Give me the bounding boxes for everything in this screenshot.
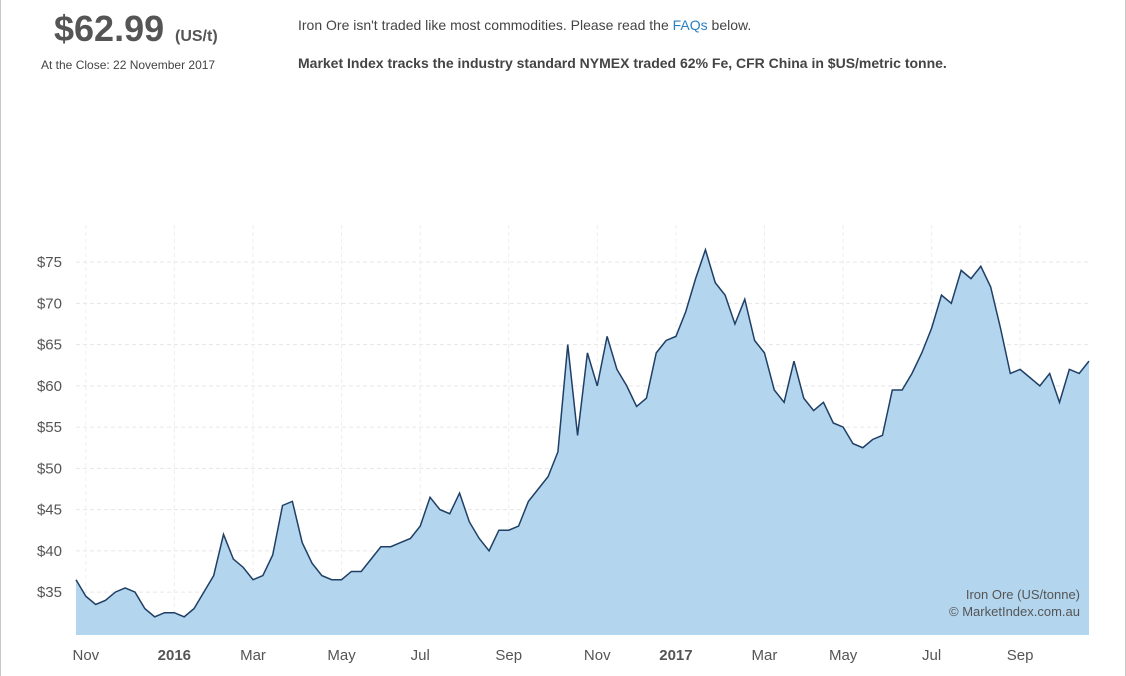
notice-suffix: below. <box>711 17 752 33</box>
price: $62.99 <box>54 8 165 49</box>
x-tick-label: May <box>327 647 356 664</box>
annotation: © MarketIndex.com.au <box>949 604 1080 619</box>
price-unit: (US/t) <box>175 28 218 45</box>
x-tick-label: Mar <box>752 647 778 664</box>
y-tick-label: $70 <box>37 295 62 312</box>
notice-prefix: Iron Ore isn't traded like most commodit… <box>298 17 669 33</box>
area <box>76 249 1089 635</box>
x-tick-label: 2016 <box>158 647 191 664</box>
x-tick-label: Jul <box>922 647 941 664</box>
y-tick-label: $65 <box>37 337 62 354</box>
x-tick-label: Sep <box>495 647 522 664</box>
description: Market Index tracks the industry standar… <box>298 55 947 71</box>
annotation: Iron Ore (US/tonne) <box>966 587 1080 602</box>
x-tick-label: Nov <box>584 647 611 664</box>
x-tick-label: Nov <box>72 647 99 664</box>
x-tick-label: Jul <box>411 647 430 664</box>
notice: Iron Ore isn't traded like most commodit… <box>298 17 751 33</box>
y-tick-label: $60 <box>37 378 62 395</box>
line <box>75 247 1090 618</box>
y-tick-label: $45 <box>37 502 62 519</box>
y-tick-label: $35 <box>37 584 62 601</box>
x-tick-label: Sep <box>1007 647 1034 664</box>
y-tick-label: $40 <box>37 543 62 560</box>
y-tick-label: $75 <box>37 254 62 271</box>
x-tick-label: May <box>829 647 858 664</box>
x-tick-label: Mar <box>240 647 266 664</box>
y-tick-label: $50 <box>37 460 62 477</box>
close-label: At the Close: 22 November 2017 <box>41 58 216 72</box>
y-tick-label: $55 <box>37 419 62 436</box>
x-tick-label: 2017 <box>659 647 692 664</box>
faq-link[interactable]: FAQs <box>672 17 708 33</box>
